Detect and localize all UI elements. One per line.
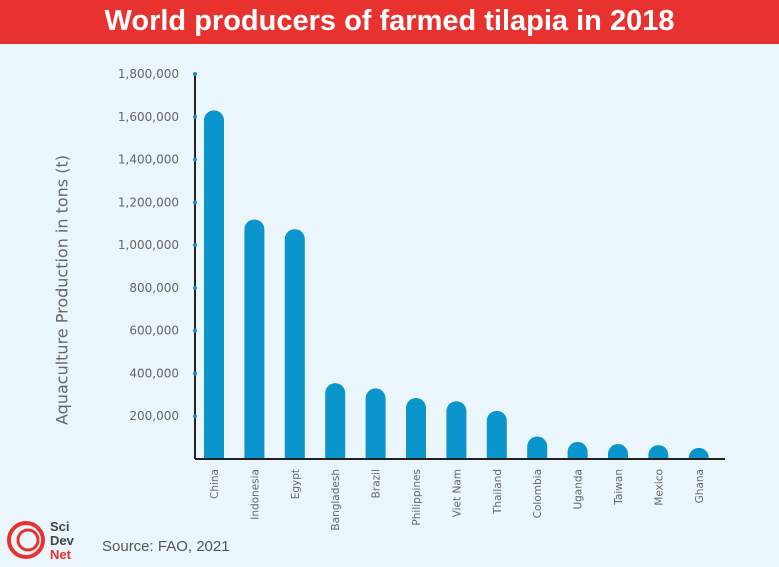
x-tick-label: Indonesia (249, 469, 261, 520)
y-tick-label: 1,200,000 (118, 195, 179, 209)
bar-egypt (284, 229, 305, 459)
x-tick-label: Viet Nam (451, 469, 463, 517)
svg-text:Dev: Dev (50, 533, 75, 548)
x-tick-label: Bangladesh (330, 469, 342, 531)
bar-taiwan (608, 444, 628, 459)
y-tick-mark (193, 72, 197, 76)
y-tick-mark (193, 285, 197, 290)
source-note: Source: FAO, 2021 (102, 538, 230, 555)
y-tick-mark (193, 328, 197, 333)
x-tick-label: Brazil (371, 469, 383, 498)
bar-thailand (486, 410, 507, 459)
y-tick-mark (193, 243, 197, 248)
bar-uganda (567, 441, 588, 459)
x-tick-label: Mexico (653, 469, 665, 506)
scidevnet-logo: Sci Dev Net (7, 519, 75, 562)
x-tick-label: China (209, 469, 221, 499)
x-tick-label: Ghana (694, 469, 706, 503)
x-tick-label: Egypt (290, 469, 302, 499)
bar-philippines (406, 398, 426, 459)
bar-brazil (365, 388, 386, 459)
y-tick-mark (193, 371, 197, 376)
y-tick-label: 1,800,000 (118, 67, 179, 81)
x-tick-label: Uganda (573, 469, 585, 510)
x-tick-label: Taiwan (613, 469, 625, 506)
bar-colombia (527, 436, 548, 459)
y-tick-mark (193, 414, 197, 419)
bar-china (204, 110, 224, 459)
y-tick-label: 1,000,000 (118, 238, 179, 252)
x-tick-label: Philippines (411, 469, 423, 526)
y-tick-label: 600,000 (129, 324, 179, 338)
y-tick-mark (193, 157, 197, 162)
y-tick-mark (193, 200, 197, 205)
x-tick-label: Colombia (532, 469, 544, 518)
y-tick-label: 800,000 (129, 281, 179, 295)
bar-viet-nam (446, 401, 467, 459)
svg-text:Sci: Sci (50, 519, 70, 534)
svg-text:Net: Net (50, 547, 72, 562)
y-tick-mark (193, 114, 197, 119)
y-tick-label: 200,000 (129, 409, 179, 423)
bar-bangladesh (325, 383, 346, 459)
y-axis-label: Aquaculture Production in tons (t) (52, 155, 72, 425)
bar-indonesia (244, 219, 265, 459)
bar-mexico (648, 445, 669, 459)
y-tick-label: 400,000 (129, 366, 179, 380)
bar-ghana (688, 447, 709, 459)
y-tick-label: 1,600,000 (118, 110, 179, 124)
chart-title: World producers of farmed tilapia in 201… (0, 0, 779, 44)
y-tick-label: 1,400,000 (118, 153, 179, 167)
x-tick-label: Thailand (492, 469, 504, 515)
